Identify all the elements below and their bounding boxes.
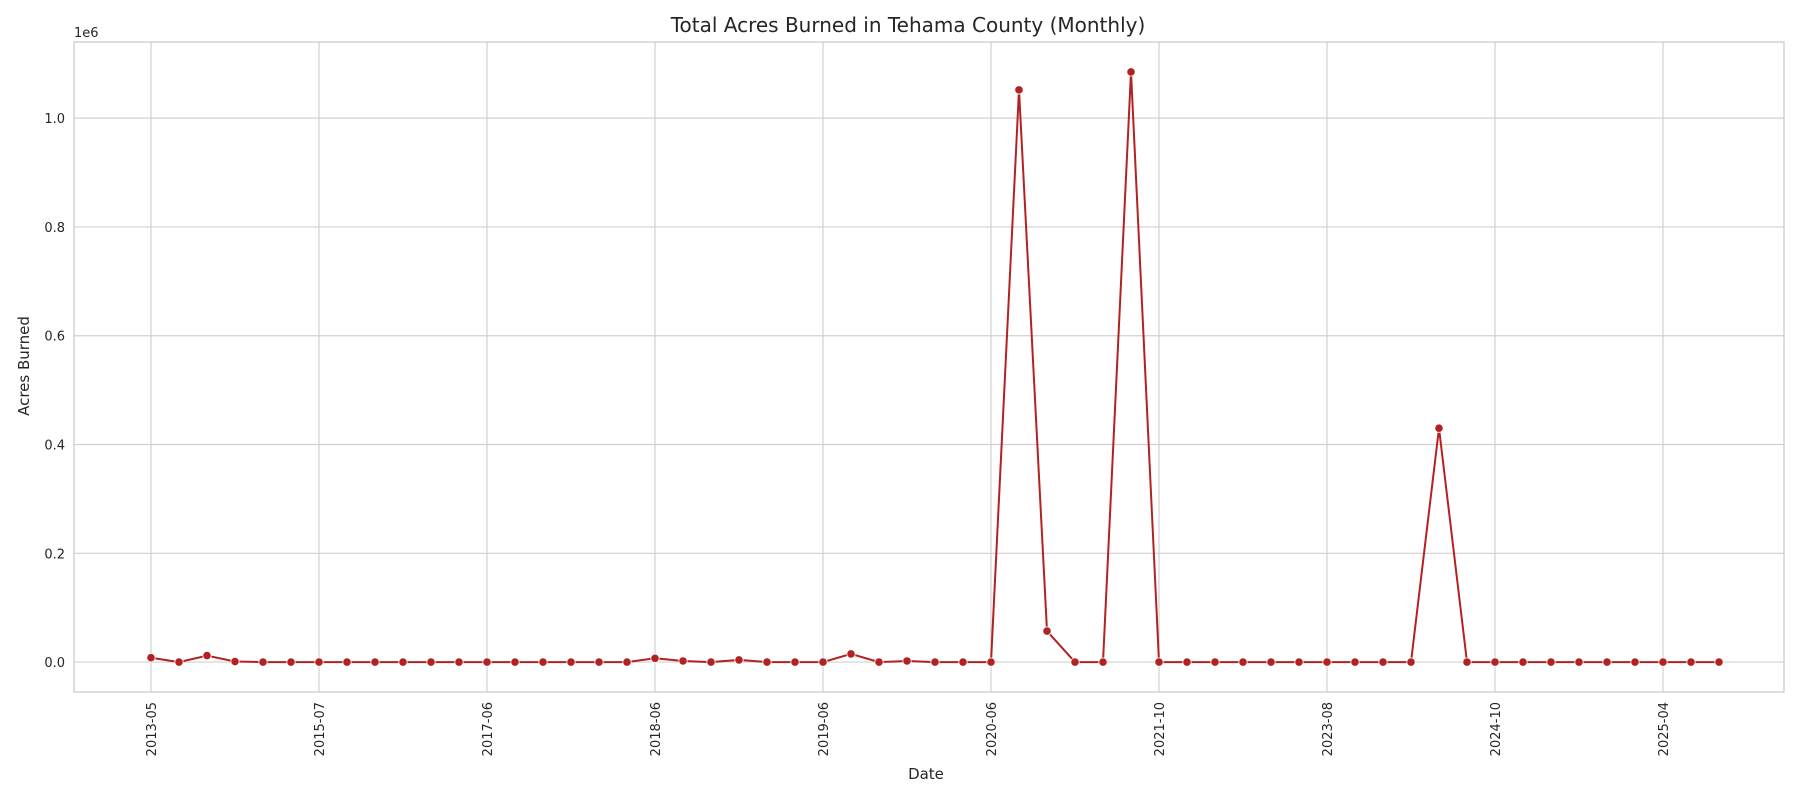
data-point (650, 653, 660, 663)
data-point (566, 657, 576, 667)
series-line (150, 71, 1719, 664)
x-tick-label: 2024-10 (1489, 702, 1504, 756)
data-point (762, 657, 772, 667)
data-point (146, 653, 156, 663)
data-point (1714, 657, 1724, 667)
data-point (314, 657, 324, 667)
data-point (398, 657, 408, 667)
data-point (1266, 657, 1276, 667)
data-point (1658, 657, 1668, 667)
y-ticks: 0.0 0.2 0.4 0.6 0.8 1.0 (44, 112, 65, 671)
data-point (902, 656, 912, 666)
data-point (1042, 626, 1052, 636)
x-ticks: 2013-05 2015-07 2017-06 2018-06 2019-06 2020-… (145, 702, 1672, 756)
data-point (1602, 657, 1612, 667)
data-point (1462, 657, 1472, 667)
x-tick-label: 2019-06 (817, 702, 832, 756)
x-tick-label: 2015-07 (313, 702, 328, 756)
y-tick-label: 0.0 (44, 656, 65, 671)
y-offset-label: 1e6 (74, 26, 99, 41)
data-point (482, 657, 492, 667)
data-point (1126, 67, 1136, 77)
data-point (1350, 657, 1360, 667)
data-point (1686, 657, 1696, 667)
data-point (734, 655, 744, 665)
data-point (1546, 657, 1556, 667)
y-tick-label: 0.2 (44, 547, 65, 562)
x-tick-label: 2025-04 (1657, 702, 1672, 756)
data-point (1574, 657, 1584, 667)
data-point (818, 657, 828, 667)
data-point (286, 657, 296, 667)
data-point (230, 656, 240, 667)
data-point (174, 657, 184, 667)
x-tick-label: 2021-10 (1153, 702, 1168, 756)
data-point (538, 657, 548, 667)
data-point (426, 657, 436, 667)
data-point (594, 657, 604, 667)
data-point (1070, 657, 1080, 667)
data-point (1322, 657, 1332, 667)
data-point (1630, 657, 1640, 667)
chart-title: Total Acres Burned in Tehama County (Mon… (670, 13, 1146, 37)
data-point (1210, 657, 1220, 667)
data-point (790, 657, 800, 667)
data-point (1238, 657, 1248, 667)
y-tick-label: 0.4 (44, 439, 65, 454)
data-point (846, 649, 856, 659)
data-point (1406, 657, 1416, 667)
data-point (1182, 657, 1192, 667)
data-point (1154, 657, 1164, 667)
data-point (370, 657, 380, 667)
data-point (510, 657, 520, 667)
data-point (1378, 657, 1388, 667)
data-point (986, 657, 996, 667)
data-point (1098, 657, 1108, 667)
data-point (1294, 657, 1304, 667)
data-point (678, 656, 688, 666)
data-point (958, 657, 968, 667)
data-point (622, 657, 632, 667)
y-tick-label: 0.8 (44, 221, 65, 236)
x-tick-label: 2013-05 (145, 702, 160, 756)
data-point (1518, 657, 1528, 667)
plot-frame (73, 41, 1785, 693)
data-point (1490, 657, 1500, 667)
y-axis-label: Acres Burned (15, 316, 33, 416)
x-tick-label: 2017-06 (481, 702, 496, 756)
data-point (202, 650, 212, 661)
data-point (1434, 423, 1444, 433)
y-tick-label: 1.0 (44, 112, 65, 127)
grid (74, 42, 1784, 692)
data-point (930, 657, 940, 667)
data-point (874, 657, 884, 667)
series (146, 67, 1724, 667)
x-axis-label: Date (908, 765, 944, 783)
data-point (1014, 85, 1024, 95)
x-tick-label: 2023-08 (1321, 702, 1336, 756)
x-tick-label: 2018-06 (649, 702, 664, 756)
data-point (454, 657, 464, 667)
x-tick-label: 2020-06 (985, 702, 1000, 756)
data-point (342, 657, 352, 667)
data-point (258, 657, 268, 667)
y-tick-label: 0.6 (44, 330, 65, 345)
data-point (706, 657, 716, 667)
